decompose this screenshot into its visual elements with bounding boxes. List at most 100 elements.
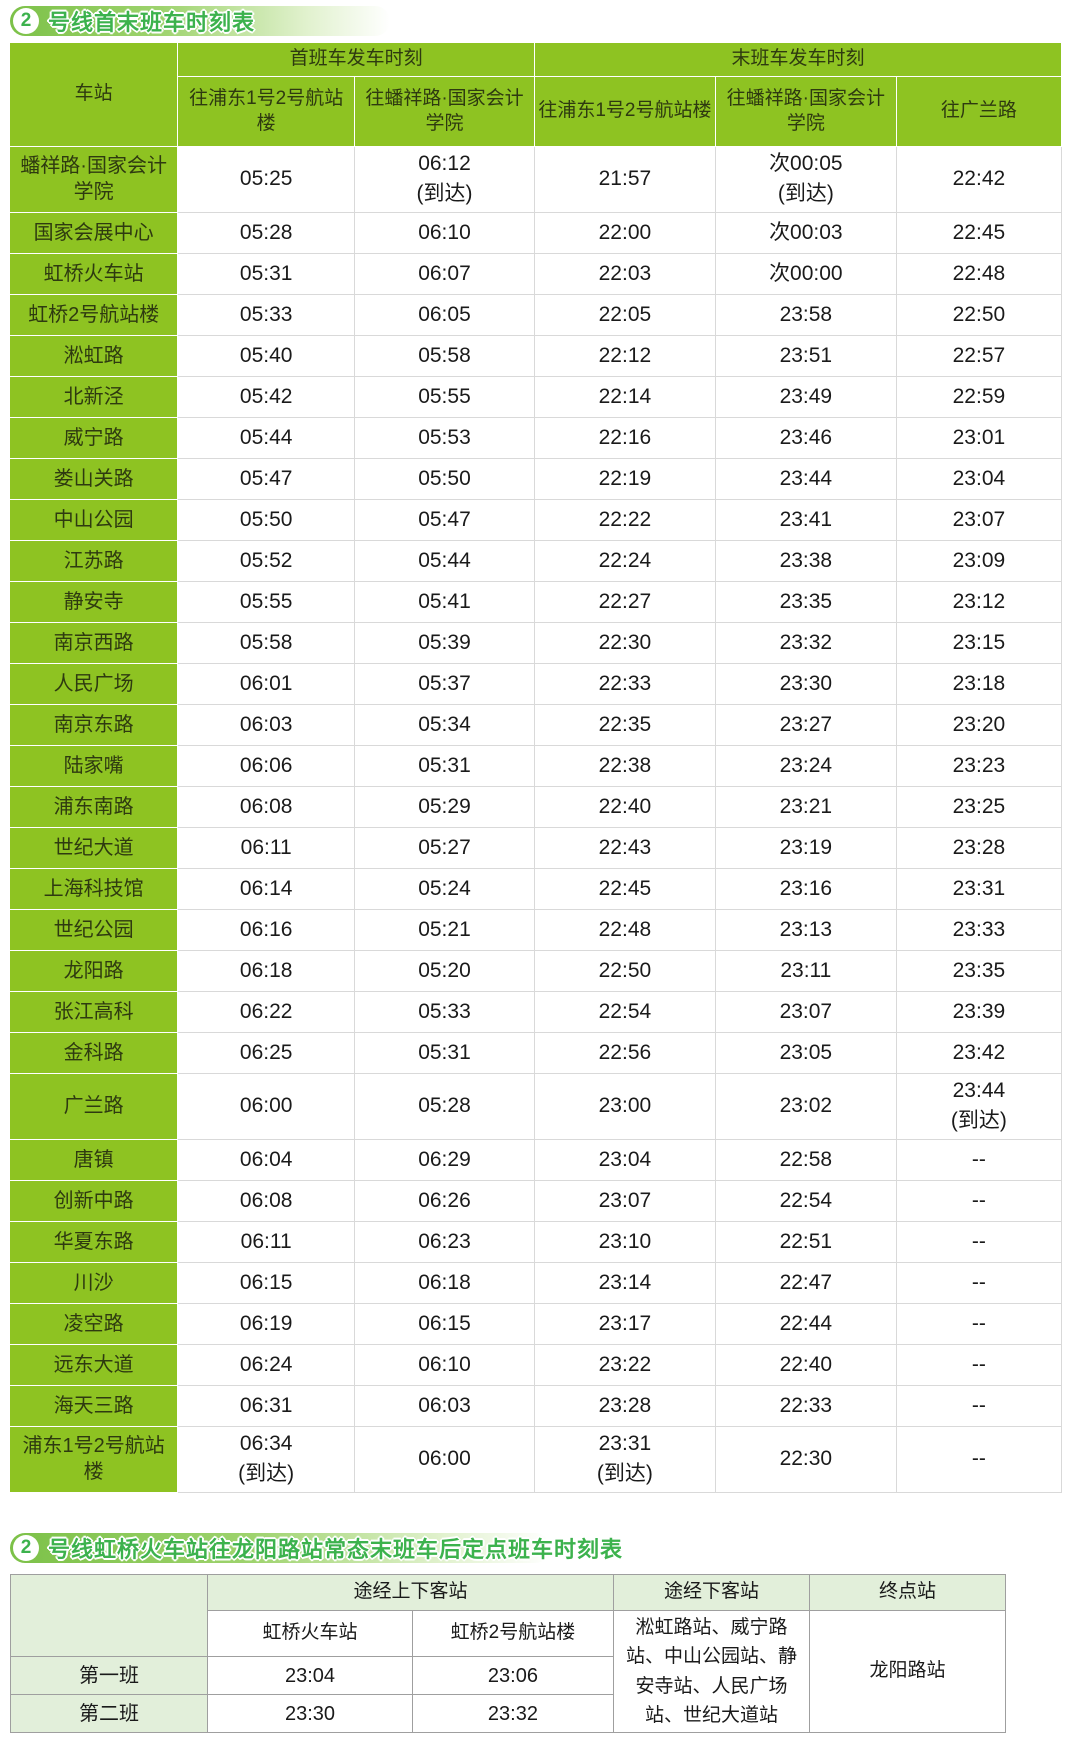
last-train-pudong-cell: 22:50 bbox=[534, 950, 716, 992]
line-number-badge: 2 bbox=[13, 1534, 39, 1561]
last-train-pudong-cell: 22:45 bbox=[534, 868, 716, 910]
last-train-panxiang-cell: 23:16 bbox=[715, 868, 897, 910]
station-row: 川沙 06:15 06:18 23:14 22:47 -- bbox=[10, 1262, 1062, 1304]
first-train-pudong-cell: 06:01 bbox=[178, 663, 356, 705]
station-row: 唐镇 06:04 06:29 23:04 22:58 -- bbox=[10, 1139, 1062, 1181]
table-header-direction-row: 往浦东1号2号航站楼 往蟠祥路·国家会计学院 往浦东1号2号航站楼 往蟠祥路·国… bbox=[10, 77, 1062, 147]
last-to-guanglan-header: 往广兰路 bbox=[896, 77, 1062, 147]
last-train-guanglan-cell: 23:28 bbox=[896, 827, 1062, 869]
last-train-guanglan-cell: 23:01 bbox=[896, 417, 1062, 459]
terminal-header: 终点站 bbox=[808, 1573, 1007, 1611]
first-last-train-table: 车站 首班车发车时刻 末班车发车时刻 往浦东1号2号航站楼 往蟠祥路·国家会计学… bbox=[10, 43, 1062, 1493]
last-train-panxiang-cell: 23:41 bbox=[715, 499, 897, 541]
station-row: 娄山关路 05:47 05:50 22:19 23:44 23:04 bbox=[10, 458, 1062, 500]
first-train-panxiang-cell: 05:29 bbox=[355, 786, 535, 828]
last-to-panxiang-header: 往蟠祥路·国家会计学院 bbox=[715, 77, 897, 147]
first-train-panxiang-cell: 05:21 bbox=[355, 909, 535, 951]
first-train-panxiang-cell: 05:44 bbox=[355, 540, 535, 582]
last-train-pudong-cell: 21:57 bbox=[534, 147, 716, 213]
last-train-pudong-cell: 23:14 bbox=[534, 1262, 716, 1304]
last-train-panxiang-cell: 23:46 bbox=[715, 417, 897, 459]
station-row: 张江高科 06:22 05:33 22:54 23:07 23:39 bbox=[10, 991, 1062, 1033]
last-train-panxiang-cell: 23:32 bbox=[715, 622, 897, 664]
last-train-pudong-cell: 22:14 bbox=[534, 376, 716, 418]
shuttle-train-table: 途经上下客站 途经下客站 终点站 虹桥火车站 虹桥2号航站楼 淞虹路站、威宁路站… bbox=[10, 1573, 1007, 1734]
last-train-guanglan-cell: 23:07 bbox=[896, 499, 1062, 541]
last-train-guanglan-cell: 23:12 bbox=[896, 581, 1062, 623]
station-name-cell: 娄山关路 bbox=[10, 458, 179, 500]
terminal-station-cell: 龙阳路站 bbox=[808, 1609, 1007, 1734]
station-name-cell: 远东大道 bbox=[10, 1344, 179, 1386]
station-row: 江苏路 05:52 05:44 22:24 23:38 23:09 bbox=[10, 540, 1062, 582]
boarding-group-header: 途经上下客站 bbox=[207, 1573, 614, 1611]
last-train-guanglan-cell: 23:09 bbox=[896, 540, 1062, 582]
first-train-pudong-cell: 06:31 bbox=[178, 1385, 356, 1427]
station-name-cell: 淞虹路 bbox=[10, 335, 179, 377]
first-train-panxiang-cell: 06:03 bbox=[355, 1385, 535, 1427]
last-train-panxiang-cell: 23:07 bbox=[715, 991, 897, 1033]
station-name-cell: 南京西路 bbox=[10, 622, 179, 664]
first-train-pudong-cell: 06:25 bbox=[178, 1032, 356, 1074]
station-name-cell: 上海科技馆 bbox=[10, 868, 179, 910]
first-train-pudong-cell: 06:24 bbox=[178, 1344, 356, 1386]
last-train-pudong-cell: 23:00 bbox=[534, 1073, 716, 1140]
last-train-panxiang-cell: 23:19 bbox=[715, 827, 897, 869]
last-train-guanglan-cell: 23:44 (到达) bbox=[896, 1073, 1062, 1140]
station-row: 虹桥火车站 05:31 06:07 22:03 次00:00 22:48 bbox=[10, 253, 1062, 295]
last-train-panxiang-cell: 23:11 bbox=[715, 950, 897, 992]
last-train-panxiang-cell: 23:30 bbox=[715, 663, 897, 705]
last-train-guanglan-cell: 22:42 bbox=[896, 147, 1062, 213]
station-name-cell: 国家会展中心 bbox=[10, 212, 179, 254]
last-train-pudong-cell: 23:07 bbox=[534, 1180, 716, 1222]
last-train-pudong-cell: 22:48 bbox=[534, 909, 716, 951]
last-train-guanglan-cell: -- bbox=[896, 1344, 1062, 1386]
last-train-guanglan-cell: 22:59 bbox=[896, 376, 1062, 418]
last-train-guanglan-cell: 22:57 bbox=[896, 335, 1062, 377]
last-train-panxiang-cell: 23:02 bbox=[715, 1073, 897, 1140]
last-train-guanglan-cell: 23:04 bbox=[896, 458, 1062, 500]
station-name-cell: 金科路 bbox=[10, 1032, 179, 1074]
first-to-pudong-airport-header: 往浦东1号2号航站楼 bbox=[178, 77, 356, 147]
first-train-pudong-cell: 06:00 bbox=[178, 1073, 356, 1140]
first-train-panxiang-cell: 06:15 bbox=[355, 1303, 535, 1345]
station-name-cell: 虹桥火车站 bbox=[10, 253, 179, 295]
last-train-pudong-cell: 23:28 bbox=[534, 1385, 716, 1427]
last-train-guanglan-cell: -- bbox=[896, 1426, 1062, 1493]
last-train-pudong-cell: 22:19 bbox=[534, 458, 716, 500]
first-train-panxiang-cell: 05:39 bbox=[355, 622, 535, 664]
first-train-pudong-cell: 05:47 bbox=[178, 458, 356, 500]
last-train-guanglan-cell: 23:31 bbox=[896, 868, 1062, 910]
last-train-pudong-cell: 23:10 bbox=[534, 1221, 716, 1263]
last-train-guanglan-cell: 23:20 bbox=[896, 704, 1062, 746]
last-train-panxiang-cell: 23:58 bbox=[715, 294, 897, 336]
last-train-pudong-cell: 22:40 bbox=[534, 786, 716, 828]
first-to-panxiang-header: 往蟠祥路·国家会计学院 bbox=[355, 77, 535, 147]
first-train-panxiang-cell: 05:28 bbox=[355, 1073, 535, 1140]
table2-title: 号线虹桥火车站往龙阳路站常态末班车后定点班车时刻表 bbox=[48, 1536, 624, 1562]
first-train-pudong-cell: 05:33 bbox=[178, 294, 356, 336]
last-train-panxiang-cell: 23:49 bbox=[715, 376, 897, 418]
first-train-pudong-cell: 05:55 bbox=[178, 581, 356, 623]
last-train-panxiang-cell: 22:44 bbox=[715, 1303, 897, 1345]
station-name-cell: 世纪大道 bbox=[10, 827, 179, 869]
last-train-pudong-cell: 23:04 bbox=[534, 1139, 716, 1181]
station-row: 远东大道 06:24 06:10 23:22 22:40 -- bbox=[10, 1344, 1062, 1386]
station-row: 北新泾 05:42 05:55 22:14 23:49 22:59 bbox=[10, 376, 1062, 418]
first-train-pudong-cell: 05:50 bbox=[178, 499, 356, 541]
shuttle-header-row: 途经上下客站 途经下客站 终点站 bbox=[10, 1573, 1007, 1657]
last-train-panxiang-cell: 次00:03 bbox=[715, 212, 897, 254]
first-train-panxiang-cell: 05:53 bbox=[355, 417, 535, 459]
station-row: 陆家嘴 06:06 05:31 22:38 23:24 23:23 bbox=[10, 745, 1062, 787]
first-train-panxiang-cell: 06:10 bbox=[355, 1344, 535, 1386]
last-train-panxiang-cell: 23:27 bbox=[715, 704, 897, 746]
station-row: 南京东路 06:03 05:34 22:35 23:27 23:20 bbox=[10, 704, 1062, 746]
last-train-guanglan-cell: -- bbox=[896, 1303, 1062, 1345]
hongqiao-railway-time-cell: 23:30 bbox=[207, 1694, 413, 1734]
first-train-panxiang-cell: 06:18 bbox=[355, 1262, 535, 1304]
table-header-row: 车站 首班车发车时刻 末班车发车时刻 bbox=[10, 43, 1062, 147]
first-train-panxiang-cell: 05:31 bbox=[355, 1032, 535, 1074]
last-train-guanglan-cell: 23:35 bbox=[896, 950, 1062, 992]
station-row: 金科路 06:25 05:31 22:56 23:05 23:42 bbox=[10, 1032, 1062, 1074]
last-train-panxiang-cell: 23:13 bbox=[715, 909, 897, 951]
last-train-panxiang-cell: 23:38 bbox=[715, 540, 897, 582]
